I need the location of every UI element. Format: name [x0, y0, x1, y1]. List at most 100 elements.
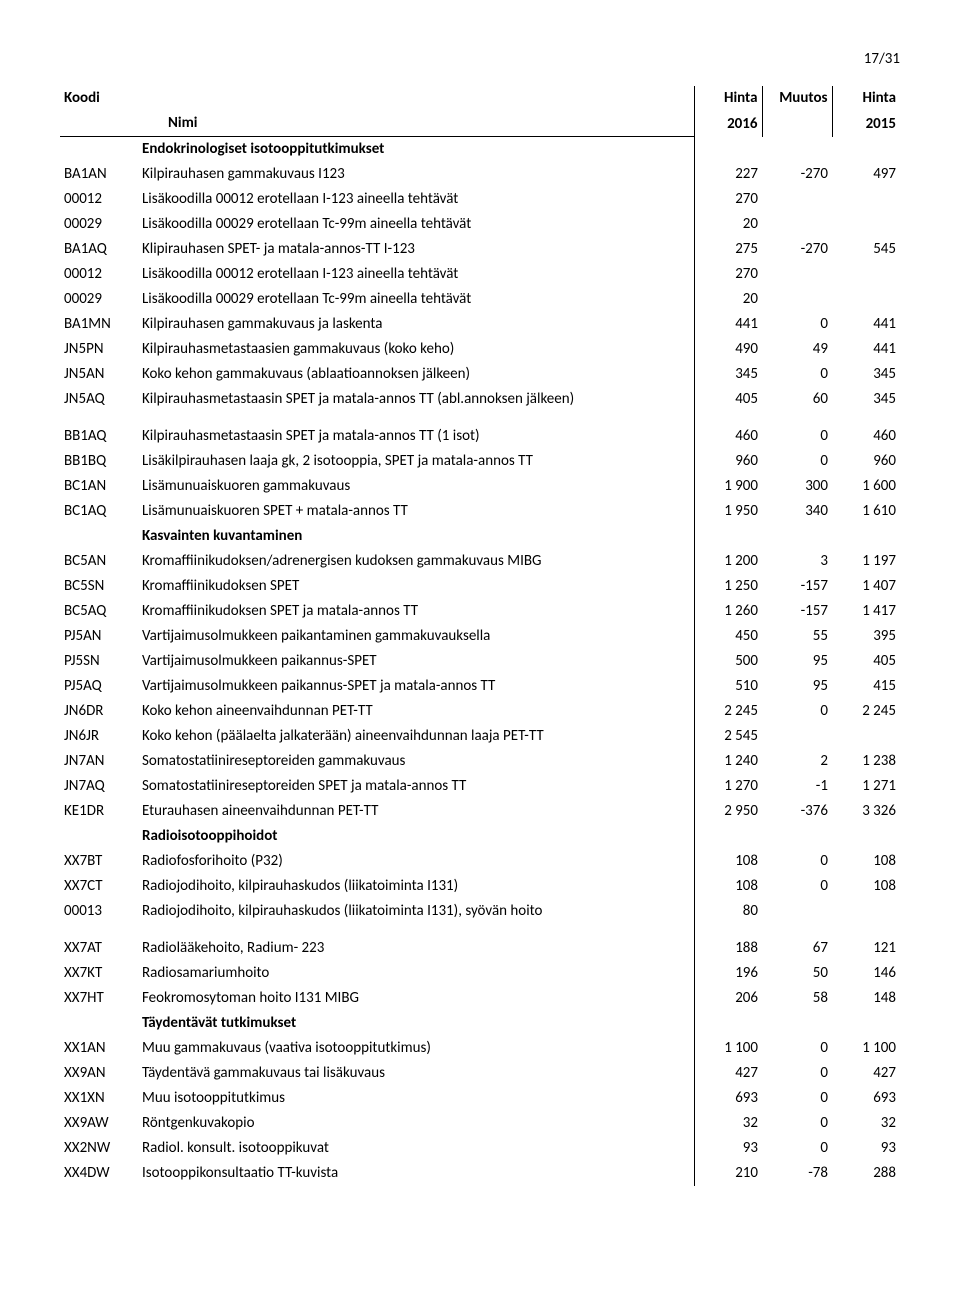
cell-h2015: 108: [832, 849, 900, 874]
cell-h2015: 288: [832, 1161, 900, 1186]
cell-koodi: KE1DR: [60, 799, 138, 824]
cell-h2016: 108: [694, 849, 762, 874]
cell-muutos: 0: [762, 1111, 832, 1136]
cell-h2016: 405: [694, 387, 762, 412]
cell-koodi: JN6JR: [60, 724, 138, 749]
cell-koodi: BA1MN: [60, 312, 138, 337]
cell-muutos: 0: [762, 1086, 832, 1111]
cell-muutos: 0: [762, 412, 832, 449]
cell-koodi: XX1AN: [60, 1036, 138, 1061]
table-row: XX7ATRadiolääkehoito, Radium- 2231886712…: [60, 924, 900, 961]
cell-h2015: 1 600: [832, 474, 900, 499]
cell-h2015: [832, 287, 900, 312]
cell-nimi: Vartijaimusolmukkeen paikannus-SPET ja m…: [138, 674, 694, 699]
cell-h2015: 345: [832, 387, 900, 412]
table-row: XX7KTRadiosamariumhoito19650146: [60, 961, 900, 986]
cell-nimi: Lisäkoodilla 00012 erotellaan I-123 aine…: [138, 262, 694, 287]
header-hinta-2: Hinta: [832, 86, 900, 111]
table-row: XX9ANTäydentävä gammakuvaus tai lisäkuva…: [60, 1061, 900, 1086]
cell-muutos: -270: [762, 237, 832, 262]
cell-koodi: BC1AN: [60, 474, 138, 499]
cell-h2016: 693: [694, 1086, 762, 1111]
cell-koodi: BA1AN: [60, 162, 138, 187]
table-row: PJ5AQVartijaimusolmukkeen paikannus-SPET…: [60, 674, 900, 699]
table-row: XX7HTFeokromosytoman hoito I131 MIBG2065…: [60, 986, 900, 1011]
cell-h2016: 275: [694, 237, 762, 262]
cell-koodi: XX9AW: [60, 1111, 138, 1136]
cell-h2015: 441: [832, 337, 900, 362]
table-row: XX9AWRöntgenkuvakopio32032: [60, 1111, 900, 1136]
cell-h2015: 148: [832, 986, 900, 1011]
table-header-row-2: Nimi 2016 2015: [60, 111, 900, 137]
cell-h2015: 345: [832, 362, 900, 387]
cell-muutos: 95: [762, 649, 832, 674]
table-row: BC1AQLisämunuaiskuoren SPET + matala-ann…: [60, 499, 900, 524]
cell-koodi: [60, 1011, 138, 1036]
table-row: XX7BTRadiofosforihoito (P32)1080108: [60, 849, 900, 874]
cell-koodi: XX1XN: [60, 1086, 138, 1111]
table-row: JN6JRKoko kehon (päälaelta jalkaterään) …: [60, 724, 900, 749]
cell-muutos: 55: [762, 624, 832, 649]
cell-h2015: 146: [832, 961, 900, 986]
cell-muutos: 300: [762, 474, 832, 499]
table-row: BC1ANLisämunuaiskuoren gammakuvaus1 9003…: [60, 474, 900, 499]
cell-nimi: Kasvainten kuvantaminen: [138, 524, 694, 549]
cell-nimi: Kromaffiinikudoksen SPET: [138, 574, 694, 599]
cell-koodi: 00029: [60, 287, 138, 312]
table-row: XX7CTRadiojodihoito, kilpirauhaskudos (l…: [60, 874, 900, 899]
cell-h2015: 108: [832, 874, 900, 899]
cell-muutos: -1: [762, 774, 832, 799]
table-row: 00029Lisäkoodilla 00029 erotellaan Tc-99…: [60, 212, 900, 237]
cell-koodi: [60, 824, 138, 849]
cell-nimi: Kilpirauhasmetastaasin SPET ja matala-an…: [138, 412, 694, 449]
cell-nimi: Kilpirauhasmetastaasien gammakuvaus (kok…: [138, 337, 694, 362]
cell-nimi: Radiosamariumhoito: [138, 961, 694, 986]
cell-h2016: 93: [694, 1136, 762, 1161]
table-row: JN7AQSomatostatiinireseptoreiden SPET ja…: [60, 774, 900, 799]
cell-koodi: BB1BQ: [60, 449, 138, 474]
cell-h2016: 1 240: [694, 749, 762, 774]
cell-nimi: Klipirauhasen SPET- ja matala-annos-TT I…: [138, 237, 694, 262]
cell-h2016: 270: [694, 187, 762, 212]
cell-nimi: Lisäkoodilla 00012 erotellaan I-123 aine…: [138, 187, 694, 212]
cell-muutos: -78: [762, 1161, 832, 1186]
cell-h2015: [832, 724, 900, 749]
cell-h2016: 490: [694, 337, 762, 362]
table-row: BC5SNKromaffiinikudoksen SPET1 250-1571 …: [60, 574, 900, 599]
cell-muutos: 60: [762, 387, 832, 412]
cell-muutos: [762, 212, 832, 237]
cell-muutos: [762, 1011, 832, 1036]
cell-h2015: 460: [832, 412, 900, 449]
cell-h2015: 960: [832, 449, 900, 474]
section-row: Täydentävät tutkimukset: [60, 1011, 900, 1036]
cell-koodi: BB1AQ: [60, 412, 138, 449]
table-row: JN5ANKoko kehon gammakuvaus (ablaatioann…: [60, 362, 900, 387]
cell-muutos: 0: [762, 449, 832, 474]
cell-h2015: [832, 187, 900, 212]
cell-muutos: [762, 137, 832, 163]
cell-h2016: [694, 524, 762, 549]
cell-h2016: 1 950: [694, 499, 762, 524]
cell-nimi: Kromaffiinikudoksen SPET ja matala-annos…: [138, 599, 694, 624]
cell-koodi: BC5AN: [60, 549, 138, 574]
table-row: BA1AQKlipirauhasen SPET- ja matala-annos…: [60, 237, 900, 262]
cell-muutos: -157: [762, 574, 832, 599]
cell-h2016: 500: [694, 649, 762, 674]
cell-h2016: 1 200: [694, 549, 762, 574]
cell-h2015: 1 238: [832, 749, 900, 774]
cell-muutos: 49: [762, 337, 832, 362]
table-row: PJ5SNVartijaimusolmukkeen paikannus-SPET…: [60, 649, 900, 674]
cell-koodi: XX7AT: [60, 924, 138, 961]
header-blank: [138, 86, 694, 111]
cell-h2016: 1 100: [694, 1036, 762, 1061]
cell-nimi: Vartijaimusolmukkeen paikannus-SPET: [138, 649, 694, 674]
cell-koodi: XX7BT: [60, 849, 138, 874]
header-hinta-1: Hinta: [694, 86, 762, 111]
header-blank-3: [762, 111, 832, 137]
cell-h2016: 108: [694, 874, 762, 899]
table-header-row-1: Koodi Hinta Muutos Hinta: [60, 86, 900, 111]
cell-h2015: [832, 262, 900, 287]
cell-h2016: 1 270: [694, 774, 762, 799]
cell-h2016: 345: [694, 362, 762, 387]
cell-h2016: 427: [694, 1061, 762, 1086]
